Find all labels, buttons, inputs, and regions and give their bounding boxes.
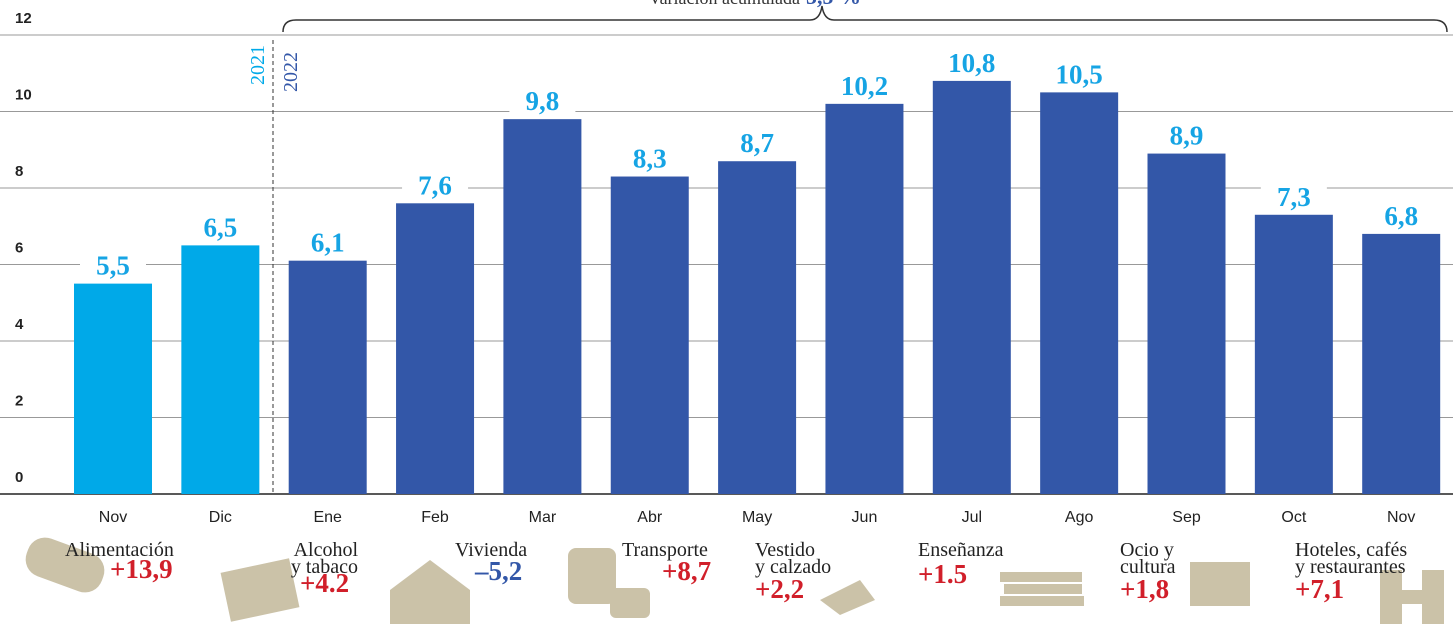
x-tick-label: Abr (637, 509, 663, 526)
value-label: 10,8 (948, 48, 995, 78)
value-label: 6,8 (1384, 201, 1418, 231)
bar (1362, 234, 1440, 494)
y-tick-label: 4 (15, 316, 24, 333)
bar (825, 104, 903, 494)
group-value: +2,2 (755, 574, 804, 604)
bar (289, 261, 367, 494)
value-label: 7,6 (418, 170, 452, 200)
bar (1255, 215, 1333, 494)
bar (74, 284, 152, 494)
x-tick-label: Mar (529, 509, 557, 526)
group-value: +1,8 (1120, 574, 1169, 604)
x-tick-label: Feb (421, 509, 449, 526)
year-label: 2022 (280, 52, 302, 92)
x-tick-label: Nov (1387, 509, 1415, 526)
value-label: 8,3 (633, 144, 667, 174)
value-label: 9,8 (526, 86, 560, 116)
brace (283, 6, 1447, 32)
y-tick-label: 0 (15, 469, 23, 486)
year-label: 2021 (247, 45, 269, 85)
bar (718, 161, 796, 494)
value-label: 8,9 (1170, 121, 1204, 151)
value-label: 7,3 (1277, 182, 1311, 212)
y-tick-label: 8 (15, 163, 23, 180)
x-tick-label: Jun (852, 509, 878, 526)
value-label: 6,5 (203, 212, 237, 242)
bar (1148, 154, 1226, 494)
annotation-value: 5,5 % (806, 0, 861, 9)
y-tick-label: 2 (15, 393, 23, 410)
value-label: 5,5 (96, 251, 130, 281)
value-label: 8,7 (740, 128, 774, 158)
group-value: +8,7 (662, 556, 711, 586)
group-value: +1.5 (918, 559, 967, 589)
group-value: +4.2 (300, 568, 349, 598)
value-label: 10,2 (841, 71, 888, 101)
bar (396, 203, 474, 494)
group-value: –5,2 (474, 556, 522, 586)
bar (181, 245, 259, 494)
y-tick-label: 6 (15, 240, 23, 257)
x-tick-label: Sep (1172, 509, 1201, 526)
icons (21, 533, 1444, 624)
bar (611, 177, 689, 494)
x-tick-label: Ene (313, 509, 342, 526)
chart: Variación acumulada 5,5 % 2021 2022 0 2 4 6… (0, 0, 1453, 624)
x-tick-label: Jul (962, 509, 982, 526)
y-tick-label: 10 (15, 87, 32, 104)
group-value: +13,9 (110, 554, 173, 584)
value-label: 6,1 (311, 228, 345, 258)
annotation: Variación acumulada (649, 0, 800, 8)
group-value: +7,1 (1295, 574, 1344, 604)
bar (1040, 92, 1118, 494)
bar (933, 81, 1011, 494)
group-name: Enseñanza (918, 539, 1004, 561)
y-tick-label: 12 (15, 10, 32, 27)
x-tick-label: Nov (99, 509, 127, 526)
x-tick-label: Oct (1281, 509, 1306, 526)
x-tick-label: Ago (1065, 509, 1094, 526)
value-label: 10,5 (1056, 59, 1103, 89)
x-tick-label: May (742, 509, 772, 526)
bar (503, 119, 581, 494)
x-tick-label: Dic (209, 509, 232, 526)
